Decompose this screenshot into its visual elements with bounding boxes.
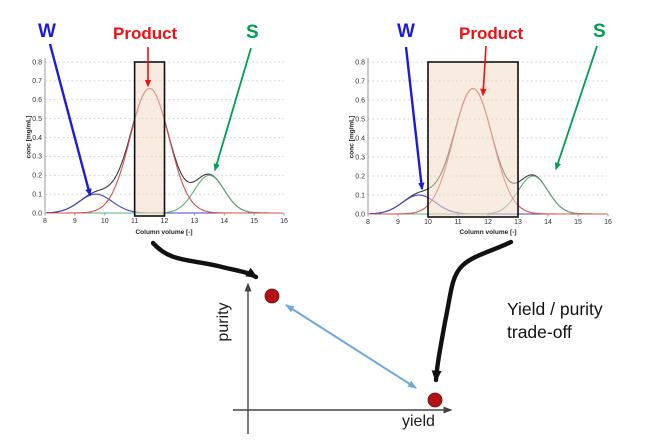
- chromatogram-chart-2: 0.0 0.1 0.2 0.3 0.4 0.5 0.6 0.7 0.8 8 9 10 11 12 13 14 1…: [355, 45, 612, 226]
- y-tick-label: 0.1: [32, 191, 42, 198]
- collection-window-border: [427, 61, 519, 218]
- chromatogram-chart-1: 0.0 0.1 0.2 0.3 0.4 0.5 0.6 0.7 0.8 8 9 10 11 12 13 14 1…: [32, 43, 288, 225]
- y-tick-label: 0.0: [355, 211, 365, 218]
- x-tick-label: 16: [280, 218, 288, 225]
- label-w-chart1: W: [38, 21, 56, 42]
- tradeoff-point-high-purity: [264, 288, 280, 304]
- x-tick-label: 10: [101, 218, 109, 225]
- x-tick-label: 14: [220, 218, 228, 225]
- y-tick-label: 0.3: [32, 154, 42, 161]
- y-tick-label: 0.7: [32, 78, 42, 85]
- y-tick-label: 0.5: [355, 116, 365, 123]
- annotation-arrow-w: [48, 43, 92, 197]
- chromatogram-charts: 0.0 0.1 0.2 0.3 0.4 0.5 0.6 0.7 0.8 8 9 10 11 12 13 14 1…: [32, 43, 612, 226]
- x-tick-label: 9: [73, 218, 77, 225]
- x-tick-label: 11: [454, 219, 461, 226]
- x-tick-label: 15: [250, 218, 258, 225]
- y-tick-label: 0.0: [32, 210, 42, 217]
- x-tick-label: 12: [484, 219, 492, 226]
- tradeoff-double-arrow: [285, 304, 417, 389]
- y-tick-label: 0.4: [32, 135, 42, 142]
- yield-axis-label: yield: [402, 413, 435, 430]
- x-tick-label: 12: [161, 218, 169, 225]
- tradeoff-caption-line1: Yield / purity: [507, 299, 603, 319]
- x-tick-label: 11: [131, 218, 138, 225]
- label-s-chart2: S: [593, 21, 606, 42]
- x-tick-label: 8: [43, 218, 47, 225]
- y-tick-label: 0.2: [355, 173, 365, 180]
- x-tick-label: 9: [396, 219, 400, 226]
- x-axis-title-chart2: Column volume [-]: [459, 229, 517, 236]
- y-axis-title-chart1: conc [mg/mL]: [25, 115, 33, 159]
- tradeoff-point-high-yield: [427, 392, 443, 408]
- y-tick-label: 0.8: [355, 59, 365, 66]
- flow-arrow-left: [150, 240, 259, 280]
- collection-window-fill: [428, 62, 518, 217]
- y-tick-label: 0.8: [32, 59, 42, 66]
- y-tick-label: 0.5: [32, 116, 42, 123]
- purity-axis-label: purity: [215, 302, 232, 342]
- tradeoff-caption: Yield / purity trade-off: [507, 298, 603, 344]
- annotation-arrow-s: [213, 47, 252, 172]
- tradeoff-caption-line2: trade-off: [507, 322, 572, 343]
- annotation-arrow-product: [480, 45, 487, 97]
- flow-arrow-right: [431, 239, 514, 383]
- x-tick-label: 13: [190, 218, 198, 225]
- y-tick-label: 0.7: [355, 78, 365, 85]
- x-axis-title-chart1: Column volume [-]: [135, 229, 193, 236]
- x-tick-label: 16: [604, 219, 612, 226]
- annotation-arrow-w: [404, 46, 425, 191]
- x-tick-label: 15: [574, 219, 582, 226]
- y-tick-label: 0.6: [32, 97, 42, 104]
- x-tick-label: 10: [424, 219, 432, 226]
- y-axis-title-chart2: conc [mg/mL]: [348, 115, 356, 159]
- label-product-chart1: Product: [113, 24, 178, 43]
- y-tick-label: 0.3: [355, 154, 365, 161]
- tradeoff-sketch: [150, 239, 514, 434]
- x-tick-label: 8: [366, 219, 370, 226]
- annotation-arrow-s: [554, 45, 598, 171]
- y-tick-label: 0.4: [355, 135, 365, 142]
- y-tick-label: 0.1: [355, 192, 365, 199]
- label-w-chart2: W: [397, 21, 415, 42]
- y-tick-label: 0.6: [355, 97, 365, 104]
- label-s-chart1: S: [246, 22, 259, 43]
- x-tick-label: 14: [544, 219, 552, 226]
- label-product-chart2: Product: [459, 24, 524, 43]
- collection-window-border: [133, 61, 166, 217]
- y-tick-label: 0.2: [32, 173, 42, 180]
- collection-window-fill: [134, 62, 165, 216]
- x-tick-label: 13: [514, 219, 522, 226]
